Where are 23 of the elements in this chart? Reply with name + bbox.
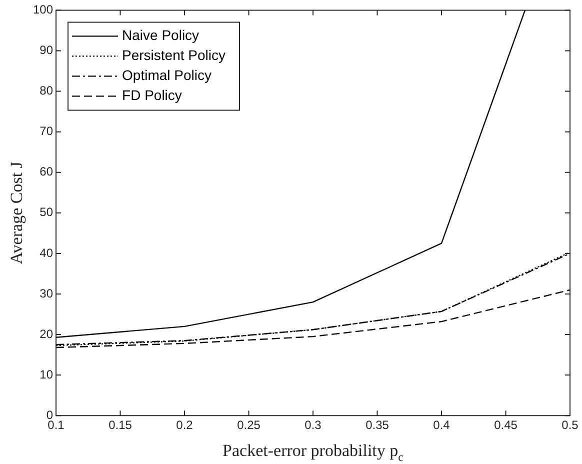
x-tick-label: 0.35: [366, 418, 390, 432]
legend-label: Persistent Policy: [122, 47, 226, 64]
y-tick-label: 40: [40, 246, 54, 260]
legend-label: Naive Policy: [122, 27, 200, 44]
y-tick-label: 80: [40, 84, 54, 98]
y-tick-label: 30: [40, 286, 54, 300]
x-tick-label: 0.15: [108, 418, 132, 432]
x-tick-label: 0.2: [176, 418, 194, 432]
x-tick-label: 0.4: [433, 418, 450, 432]
y-tick-label: 100: [32, 2, 54, 17]
x-tick-label: 0.25: [237, 418, 261, 432]
legend-label: FD Policy: [122, 87, 182, 104]
y-tick-label: 90: [40, 43, 54, 58]
y-tick-label: 60: [40, 164, 54, 179]
x-tick-label: 0.45: [494, 418, 518, 432]
legend-label: Optimal Policy: [122, 67, 212, 84]
y-tick-label: 70: [40, 124, 54, 138]
y-tick-label: 10: [40, 367, 54, 382]
x-tick-label: 0.3: [304, 418, 322, 432]
y-tick-label: 20: [40, 326, 54, 341]
y-axis-title: Average Cost J: [7, 161, 26, 264]
x-tick-label: 0.5: [562, 418, 579, 432]
y-tick-label: 50: [40, 205, 54, 220]
